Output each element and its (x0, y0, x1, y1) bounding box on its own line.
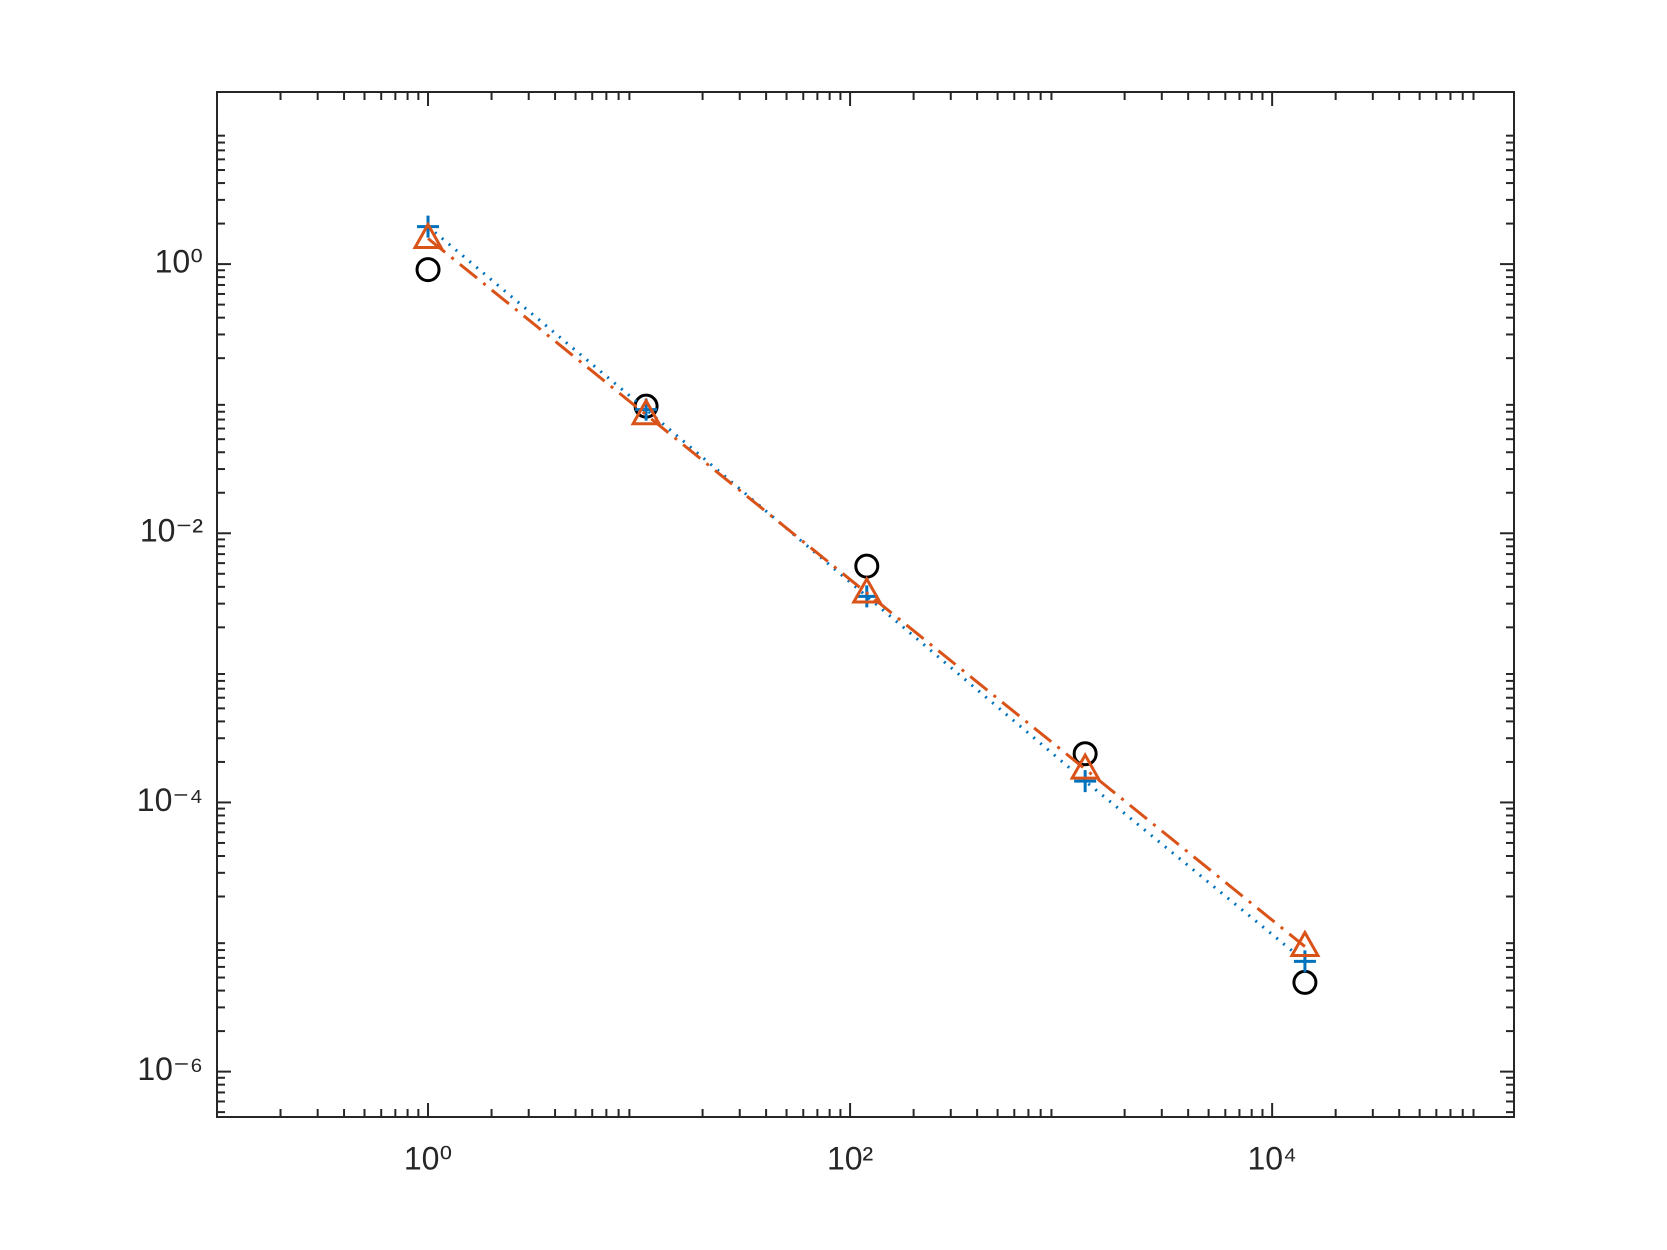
marker (1289, 929, 1321, 958)
y-tick-label: 10⁻⁴ (137, 782, 203, 818)
y-tick-label: 10⁰ (155, 244, 203, 280)
marker (630, 397, 662, 426)
marker (1074, 770, 1097, 793)
y-tick-label: 10⁻² (140, 513, 203, 549)
marker (1072, 741, 1098, 767)
marker (851, 575, 883, 604)
y-tick-label: 10⁻⁶ (137, 1051, 203, 1087)
series-line (427, 237, 1306, 948)
marker (1293, 950, 1316, 973)
marker (855, 585, 878, 608)
x-tick-label: 10⁴ (1247, 1140, 1296, 1176)
x-tick-label: 10² (827, 1140, 874, 1176)
series-line (427, 225, 1306, 963)
marker (1069, 752, 1101, 780)
marker (412, 221, 444, 249)
axes-box (216, 91, 1515, 1118)
x-tick-label: 10⁰ (404, 1140, 452, 1176)
marker (415, 257, 441, 283)
